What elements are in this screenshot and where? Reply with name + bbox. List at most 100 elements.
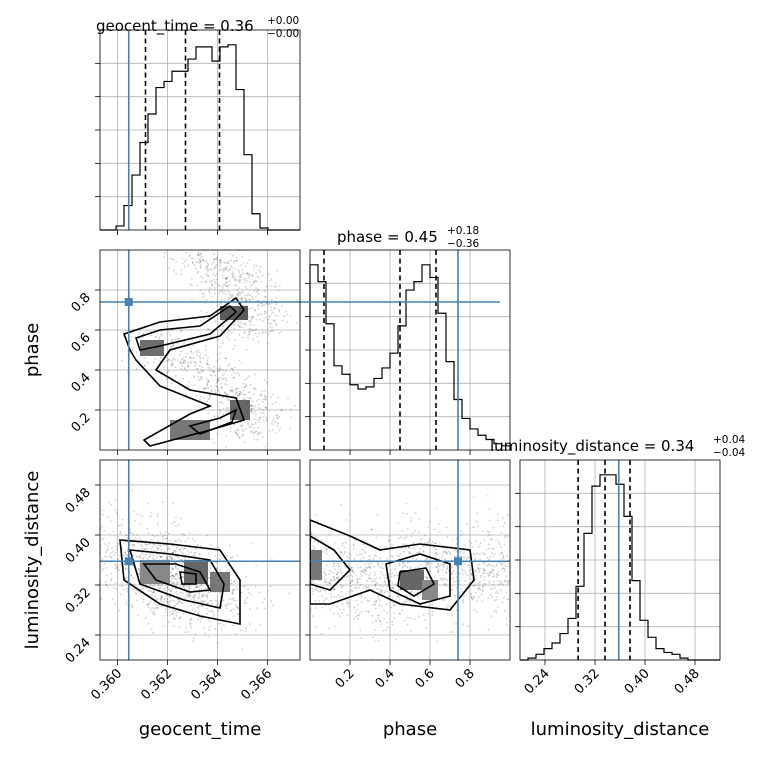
sample-point — [356, 578, 359, 581]
sample-point — [208, 287, 211, 289]
sample-point — [105, 583, 108, 586]
sample-point — [386, 621, 388, 624]
sample-point — [184, 389, 187, 391]
sample-point — [242, 389, 245, 392]
sample-point — [170, 581, 173, 583]
sample-point — [183, 368, 186, 371]
sample-point — [357, 614, 360, 617]
sample-point — [222, 378, 225, 380]
sample-point — [426, 562, 429, 565]
sample-point — [250, 315, 253, 318]
sample-point — [185, 251, 188, 254]
sample-point — [143, 556, 145, 559]
sample-point — [106, 556, 108, 558]
sample-point — [170, 556, 173, 559]
sample-point — [317, 590, 320, 593]
sample-point — [312, 545, 315, 547]
sample-point — [232, 390, 235, 393]
sample-point — [235, 604, 238, 607]
sample-point — [208, 380, 210, 383]
x-tick-label: 0.366 — [238, 666, 275, 703]
sample-point — [218, 289, 221, 292]
sample-point — [119, 532, 122, 535]
sample-point — [191, 538, 194, 541]
sample-point — [210, 374, 213, 377]
sample-point — [102, 513, 104, 516]
sample-point — [451, 588, 454, 591]
sample-point — [104, 555, 106, 558]
sample-point — [205, 311, 208, 314]
sample-point — [261, 390, 264, 393]
sample-point — [199, 365, 201, 367]
sample-point — [344, 550, 346, 553]
sample-point — [155, 606, 158, 609]
title-phase-sub: −0.36 — [447, 238, 479, 250]
sample-point — [210, 269, 213, 271]
sample-point — [225, 278, 228, 280]
sample-point — [220, 290, 222, 293]
sample-point — [271, 429, 274, 432]
sample-point — [237, 372, 239, 375]
sample-point — [148, 606, 150, 609]
sample-point — [228, 598, 231, 601]
sample-point — [210, 600, 212, 603]
sample-point — [277, 396, 279, 399]
sample-point — [409, 595, 412, 598]
sample-point — [224, 604, 227, 607]
sample-point — [246, 273, 249, 275]
sample-point — [267, 342, 269, 345]
sample-point — [126, 587, 128, 590]
sample-point — [443, 577, 446, 580]
sample-point — [247, 588, 249, 591]
sample-point — [378, 604, 381, 606]
sample-point — [482, 585, 485, 588]
sample-point — [167, 358, 170, 360]
sample-point — [395, 584, 397, 586]
sample-point — [445, 547, 448, 550]
sample-point — [237, 607, 240, 610]
sample-point — [228, 338, 231, 341]
sample-point — [233, 423, 236, 426]
sample-point — [207, 328, 210, 331]
sample-point — [250, 404, 252, 407]
sample-point — [222, 324, 225, 327]
sample-point — [497, 592, 500, 595]
sample-point — [221, 402, 224, 405]
sample-point — [283, 315, 286, 317]
sample-point — [256, 289, 259, 292]
sample-point — [413, 592, 416, 595]
sample-point — [412, 557, 414, 560]
sample-point — [404, 600, 406, 603]
sample-point — [354, 611, 357, 614]
sample-point — [497, 580, 500, 582]
sample-point — [212, 611, 214, 614]
sample-point — [193, 264, 196, 266]
sample-point — [420, 537, 423, 540]
sample-point — [178, 577, 180, 580]
sample-point — [503, 521, 506, 524]
sample-point — [265, 407, 268, 410]
sample-point — [264, 398, 267, 401]
sample-point — [197, 253, 200, 256]
sample-point — [230, 602, 233, 605]
sample-point — [246, 262, 249, 264]
sample-point — [150, 628, 153, 631]
sample-point — [232, 294, 234, 297]
sample-point — [158, 337, 161, 340]
sample-point — [200, 545, 203, 547]
gridlines — [310, 250, 510, 450]
sample-point — [129, 531, 132, 534]
sample-point — [124, 551, 127, 554]
sample-point — [276, 424, 279, 427]
sample-point — [132, 346, 135, 349]
sample-point — [159, 356, 162, 359]
sample-point — [231, 275, 234, 278]
sample-point — [148, 515, 151, 518]
sample-point — [244, 294, 247, 297]
sample-point — [258, 276, 260, 279]
sample-point — [445, 552, 448, 555]
sample-point — [153, 591, 155, 594]
sample-point — [236, 429, 239, 432]
sample-point — [213, 292, 216, 295]
sample-point — [262, 419, 265, 422]
